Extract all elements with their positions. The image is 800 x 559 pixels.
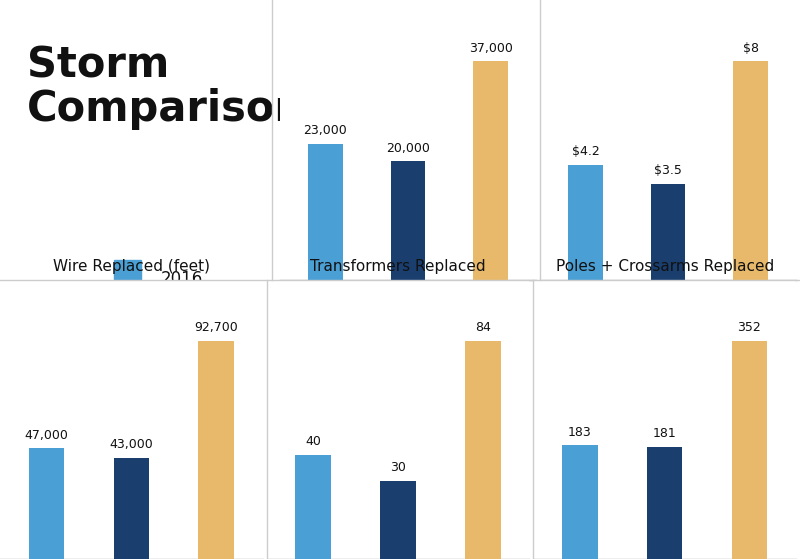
Text: $8: $8 (742, 41, 758, 55)
Text: 92,700: 92,700 (194, 321, 238, 334)
Bar (562, 446, 598, 559)
Text: 20,000: 20,000 (386, 142, 430, 155)
Text: 37,000: 37,000 (469, 41, 513, 55)
Bar (198, 340, 234, 559)
Bar (390, 162, 426, 280)
Bar (114, 333, 142, 372)
Bar (308, 144, 342, 280)
Bar (465, 340, 501, 559)
Text: 84: 84 (474, 321, 490, 334)
Text: 30: 30 (390, 462, 406, 475)
Bar (732, 340, 767, 559)
Title: Wire Replaced (feet): Wire Replaced (feet) (53, 259, 210, 274)
Title: Poles + Crossarms Replaced: Poles + Crossarms Replaced (555, 259, 774, 274)
Text: $3.5: $3.5 (654, 164, 682, 177)
Bar (114, 260, 142, 299)
Title: Transformers Replaced: Transformers Replaced (310, 259, 486, 274)
Text: Storm
Comparison: Storm Comparison (27, 45, 306, 130)
Bar (29, 448, 64, 559)
Bar (650, 184, 686, 280)
Bar (114, 458, 149, 559)
Text: 183: 183 (568, 426, 592, 439)
Bar (568, 165, 602, 280)
Text: 2019: 2019 (161, 343, 202, 361)
Text: 2016: 2016 (161, 271, 202, 288)
Text: 23,000: 23,000 (303, 124, 347, 137)
Bar (474, 61, 508, 280)
Text: 43,000: 43,000 (110, 438, 154, 451)
Text: 40: 40 (306, 435, 322, 448)
Bar (295, 455, 331, 559)
Text: $4.2: $4.2 (571, 145, 599, 158)
Text: 47,000: 47,000 (25, 429, 69, 442)
Bar (114, 405, 142, 444)
Text: 181: 181 (653, 427, 677, 440)
Bar (647, 447, 682, 559)
Text: 2024: 2024 (161, 416, 202, 434)
Text: 352: 352 (738, 321, 762, 334)
Bar (734, 61, 768, 280)
Bar (380, 481, 416, 559)
